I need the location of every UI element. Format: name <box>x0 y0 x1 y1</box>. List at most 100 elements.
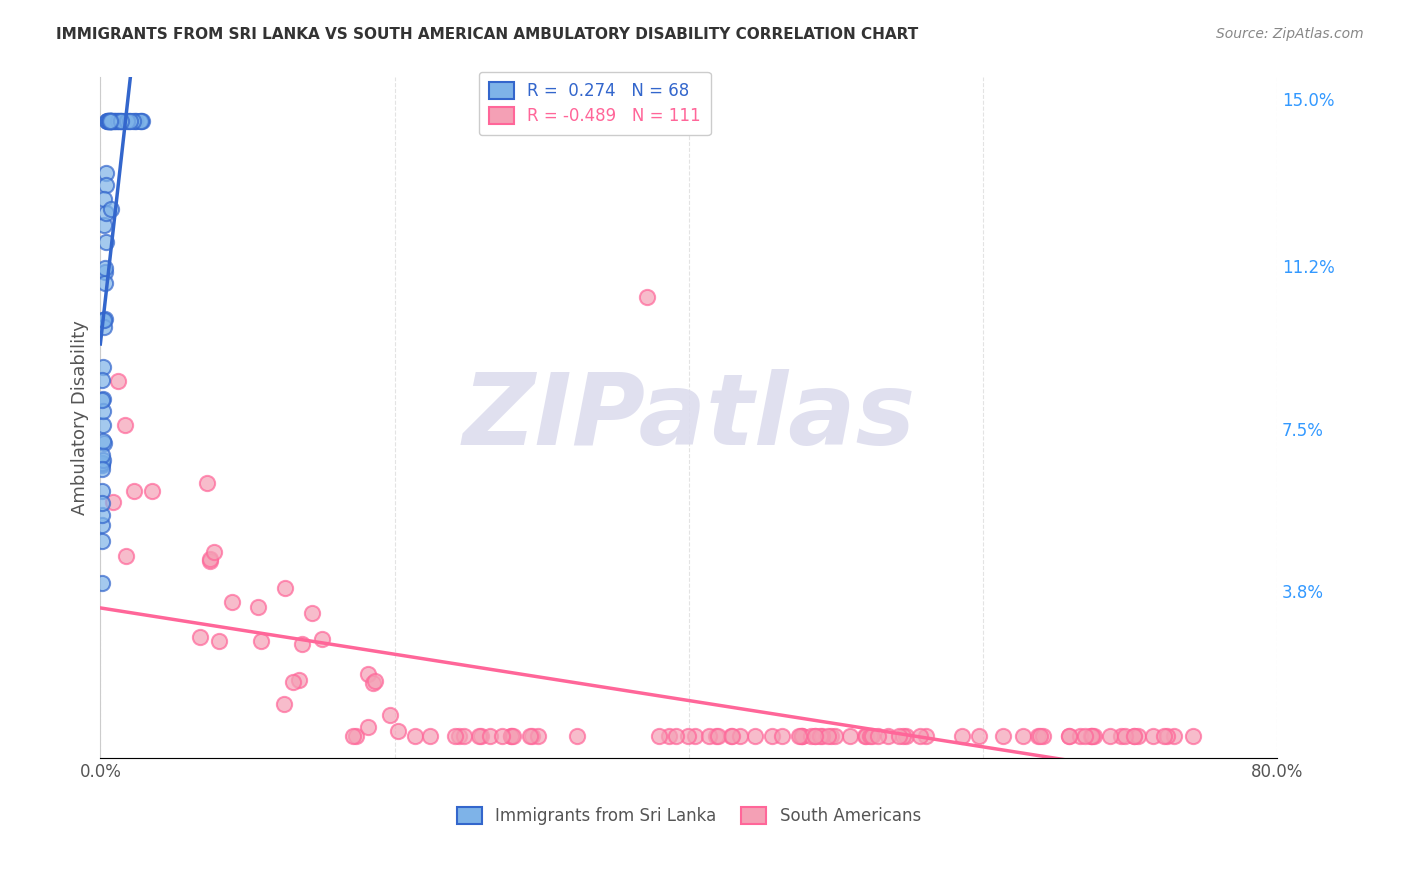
Point <box>1181 730 1204 744</box>
Point <box>301 606 323 620</box>
Point <box>665 730 688 744</box>
Point <box>527 730 550 744</box>
Point <box>1012 730 1035 744</box>
Point <box>274 581 297 595</box>
Point <box>453 730 475 744</box>
Point <box>98 114 121 128</box>
Point <box>761 730 783 744</box>
Point <box>208 633 231 648</box>
Text: Source: ZipAtlas.com: Source: ZipAtlas.com <box>1216 27 1364 41</box>
Point <box>565 730 588 744</box>
Point <box>93 312 115 326</box>
Point <box>853 730 876 744</box>
Point <box>91 418 114 433</box>
Point <box>1114 730 1136 744</box>
Point <box>129 114 152 128</box>
Point <box>91 483 114 498</box>
Point <box>839 730 862 744</box>
Point <box>877 730 900 744</box>
Point <box>96 114 118 128</box>
Point <box>93 219 115 233</box>
Point <box>98 114 121 128</box>
Point <box>707 730 730 744</box>
Point <box>100 114 122 128</box>
Point <box>93 192 115 206</box>
Point <box>790 730 813 744</box>
Point <box>104 114 127 128</box>
Point <box>804 730 827 744</box>
Text: IMMIGRANTS FROM SRI LANKA VS SOUTH AMERICAN AMBULATORY DISABILITY CORRELATION CH: IMMIGRANTS FROM SRI LANKA VS SOUTH AMERI… <box>56 27 918 42</box>
Point <box>100 114 122 128</box>
Point <box>728 730 751 744</box>
Point <box>98 114 121 128</box>
Point <box>683 730 706 744</box>
Point <box>103 114 125 128</box>
Text: ZIPatlas: ZIPatlas <box>463 369 915 467</box>
Point <box>93 265 115 279</box>
Point <box>1156 730 1178 744</box>
Point <box>387 724 409 739</box>
Point <box>824 730 846 744</box>
Point <box>1123 730 1146 744</box>
Point <box>1099 730 1122 744</box>
Point <box>107 114 129 128</box>
Point <box>444 730 467 744</box>
Point <box>115 549 138 563</box>
Point <box>721 730 744 744</box>
Point <box>100 114 122 128</box>
Point <box>1057 730 1080 744</box>
Point <box>124 114 146 128</box>
Point <box>91 373 114 387</box>
Point <box>91 434 114 448</box>
Point <box>803 730 825 744</box>
Point <box>97 114 120 128</box>
Point <box>502 730 524 744</box>
Point <box>93 436 115 450</box>
Point <box>188 630 211 644</box>
Point <box>273 697 295 711</box>
Point <box>94 205 117 219</box>
Point <box>107 375 129 389</box>
Point <box>94 178 117 192</box>
Point <box>800 730 823 744</box>
Point <box>107 114 129 128</box>
Point <box>636 290 658 304</box>
Point <box>1081 730 1104 744</box>
Point <box>90 461 112 475</box>
Point <box>811 730 834 744</box>
Point <box>647 730 669 744</box>
Point <box>479 730 502 744</box>
Point <box>404 730 426 744</box>
Point <box>860 730 883 744</box>
Point <box>1163 730 1185 744</box>
Point <box>91 404 114 418</box>
Point <box>855 730 877 744</box>
Point <box>704 730 727 744</box>
Point <box>110 114 132 128</box>
Point <box>468 730 491 744</box>
Point <box>342 730 364 744</box>
Point <box>91 393 114 408</box>
Point <box>124 483 146 498</box>
Point <box>291 637 314 651</box>
Point <box>247 599 270 614</box>
Point <box>357 720 380 734</box>
Point <box>1122 730 1144 744</box>
Point <box>491 730 513 744</box>
Point <box>94 261 117 276</box>
Point <box>90 448 112 462</box>
Point <box>131 114 153 128</box>
Point <box>676 730 699 744</box>
Y-axis label: Ambulatory Disability: Ambulatory Disability <box>72 320 89 516</box>
Point <box>720 730 742 744</box>
Point <box>90 517 112 532</box>
Point <box>967 730 990 744</box>
Point <box>1080 730 1102 744</box>
Point <box>1080 730 1102 744</box>
Point <box>1029 730 1052 744</box>
Point <box>90 496 112 510</box>
Point <box>97 114 120 128</box>
Point <box>697 730 720 744</box>
Point <box>195 475 218 490</box>
Point <box>770 730 793 744</box>
